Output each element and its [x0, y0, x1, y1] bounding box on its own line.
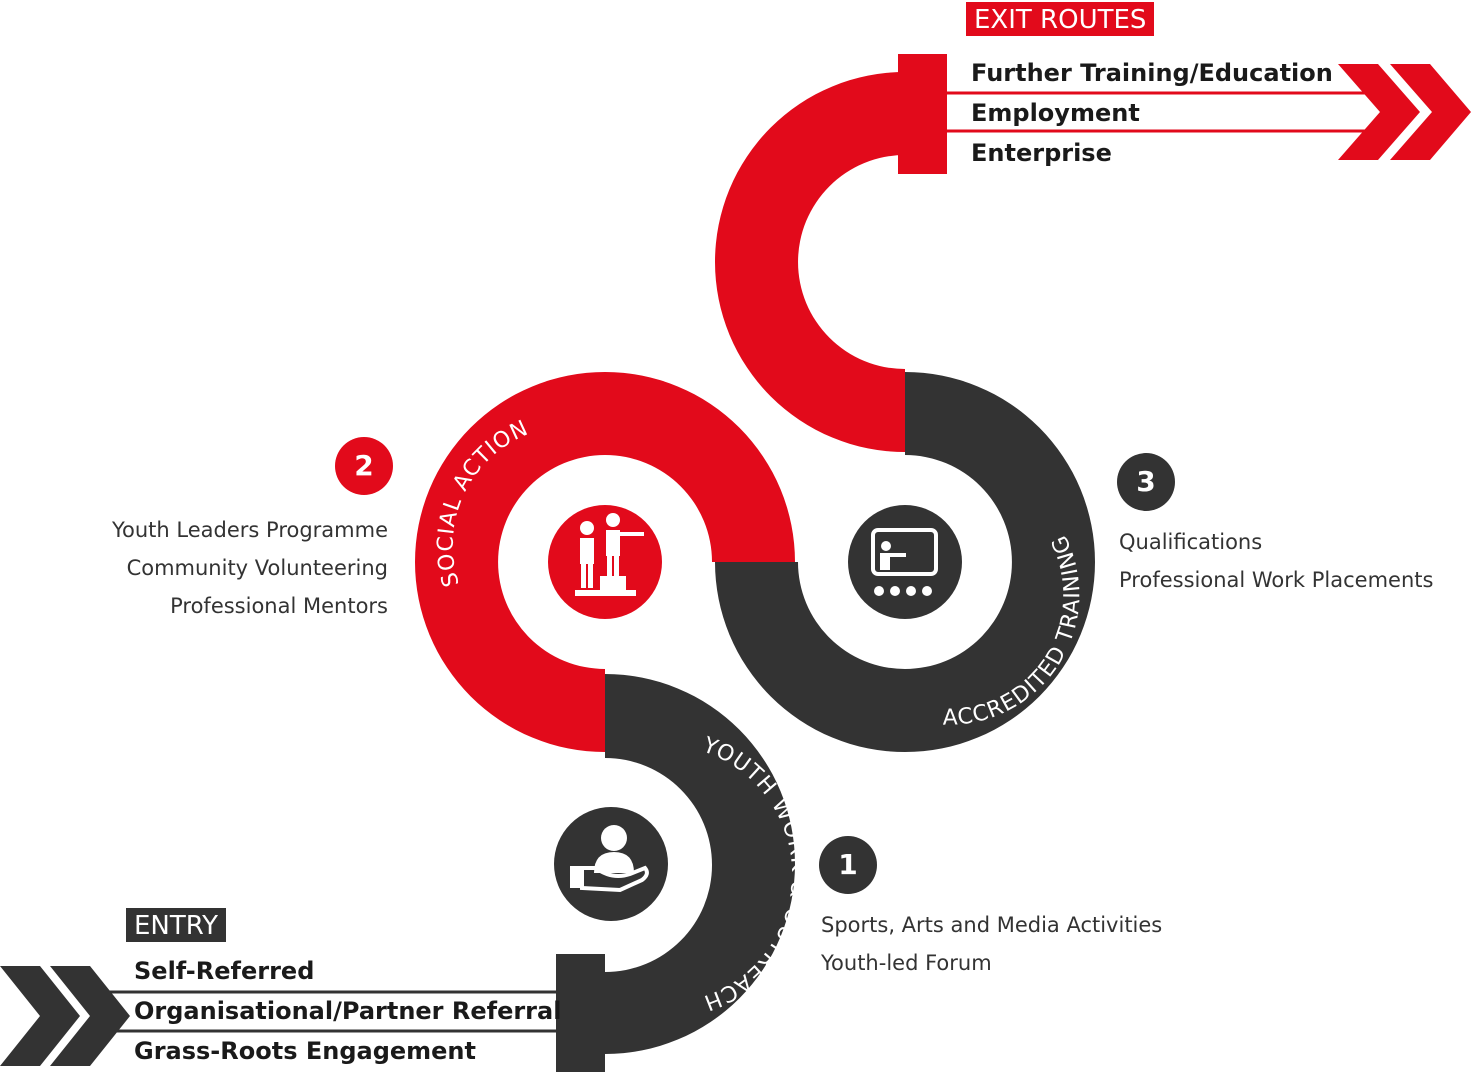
- teacher-board-icon: [848, 505, 962, 619]
- list-item: Qualifications: [1119, 530, 1263, 554]
- list-item: Enterprise: [971, 139, 1112, 167]
- stage-2-number: 2: [335, 437, 393, 495]
- list-item: Professional Work Placements: [1119, 568, 1434, 592]
- exit-routes-label: EXIT ROUTES: [966, 2, 1155, 36]
- entry-list: Self-Referred Organisational/Partner Ref…: [134, 951, 561, 1071]
- entry-label: ENTRY: [126, 908, 227, 942]
- exit-lines: [947, 91, 1390, 133]
- two-people-step-icon: [548, 505, 662, 619]
- list-item: Sports, Arts and Media Activities: [821, 913, 1163, 937]
- list-item: Professional Mentors: [170, 594, 388, 618]
- entry-bar: [556, 954, 605, 1072]
- list-item: Self-Referred: [134, 957, 315, 985]
- exit-routes-list: Further Training/Education Employment En…: [971, 53, 1333, 173]
- list-item: Youth-led Forum: [821, 951, 992, 975]
- accredited-training-arc: [715, 372, 1095, 752]
- stage-3-number: 3: [1117, 453, 1175, 511]
- social-action-arc: [415, 372, 795, 752]
- list-item: Grass-Roots Engagement: [134, 1037, 476, 1065]
- stage-3-list: Qualifications Professional Work Placeme…: [1119, 523, 1433, 599]
- list-item: Organisational/Partner Referral: [134, 997, 562, 1025]
- exit-bar: [898, 54, 947, 174]
- youth-work-arc: [605, 674, 795, 1054]
- entry-lines: [100, 990, 560, 1033]
- entry-chevrons: [0, 966, 130, 1066]
- exit-arc: [715, 72, 905, 452]
- stage-1-number: 1: [819, 836, 877, 894]
- exit-chevrons: [1338, 64, 1471, 160]
- hand-person-icon: [554, 807, 668, 921]
- stage-1-list: Sports, Arts and Media Activities Youth-…: [821, 906, 1162, 982]
- list-item: Community Volunteering: [126, 556, 388, 580]
- stage-2-list: Youth Leaders Programme Community Volunt…: [112, 511, 388, 625]
- list-item: Employment: [971, 99, 1140, 127]
- list-item: Youth Leaders Programme: [111, 518, 388, 542]
- list-item: Further Training/Education: [971, 59, 1333, 87]
